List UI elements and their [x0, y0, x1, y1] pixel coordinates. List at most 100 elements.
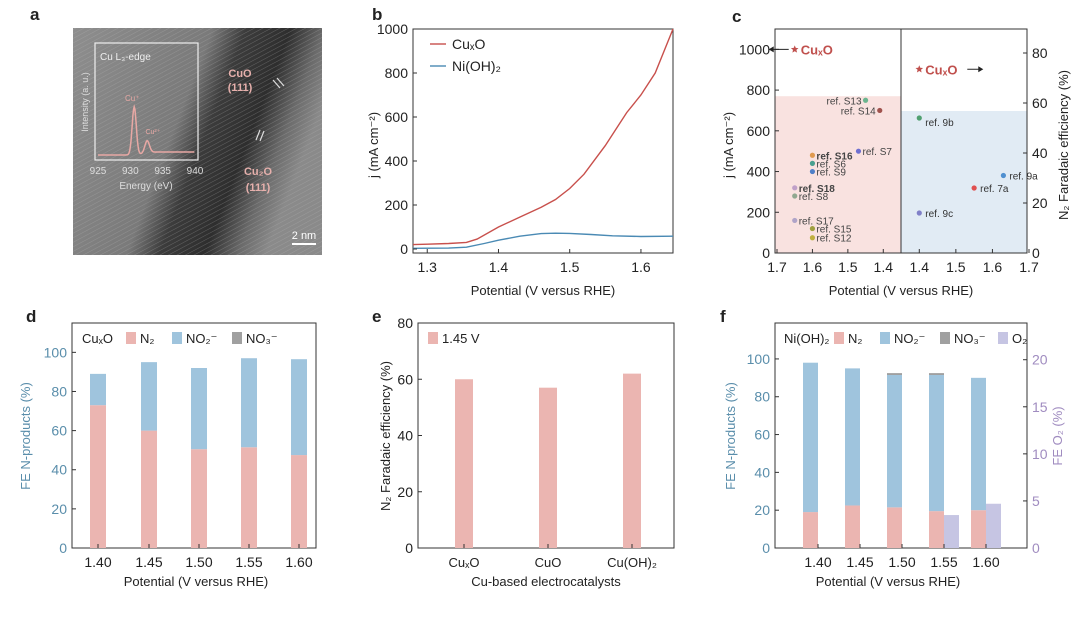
panel-f-chart: 1.40 1.45 1.50 1.55 1.60 0 20 40 60 80 100 0 5 10 15 20… [723, 322, 1065, 589]
x-tick-label: 1.60 [972, 554, 999, 570]
bar-segment [929, 373, 944, 375]
y-tick-label: 20 [754, 502, 770, 518]
y-tick-label: 0 [405, 540, 413, 556]
y-axis-label: FE N-products (%) [18, 382, 33, 490]
y-tick-label: 40 [397, 428, 413, 444]
y-tick-label: 0 [762, 540, 770, 556]
legend-swatch [940, 332, 950, 344]
bar-segment [90, 373, 106, 406]
x-tick-label: CuₓO [449, 555, 480, 570]
bar-segment [803, 362, 818, 513]
bar-segment [887, 374, 902, 508]
point-label: ref. S8 [799, 192, 829, 203]
legend-swatch [232, 332, 242, 344]
y-tick-label: 40 [51, 462, 67, 478]
bar-segment [141, 362, 157, 431]
y-tick-label: 100 [747, 351, 771, 367]
y-tick-label: 1000 [377, 21, 408, 37]
star-marker [790, 45, 799, 53]
bar [455, 379, 473, 548]
legend-label: 1.45 V [442, 331, 480, 346]
data-point [862, 97, 869, 103]
y-tick-label: 80 [754, 389, 770, 405]
point-label: ref. S15 [816, 225, 851, 236]
point-label: ref. S6 [816, 159, 846, 170]
point-label: ref. S7 [862, 147, 892, 158]
y-tick-label: 200 [747, 204, 771, 220]
y-tick-label: 1000 [739, 41, 770, 57]
legend-label: O₂ [1012, 331, 1027, 346]
data-point [916, 210, 922, 216]
y-tick-label: 10 [1032, 446, 1048, 462]
legend-swatch [172, 332, 182, 344]
panel-label-e: e [372, 307, 381, 326]
legend-swatch [998, 332, 1008, 344]
data-point [809, 152, 816, 158]
arrow-right-head [978, 66, 984, 73]
x-axis-label: Cu-based electrocatalysts [471, 574, 621, 589]
bar-segment [241, 447, 257, 548]
x-tick-label: 1.5 [560, 259, 580, 275]
y-axis-label-left: FE N-products (%) [723, 382, 738, 490]
shaded-region-right [901, 111, 1027, 253]
y-tick-label: 60 [1032, 95, 1048, 111]
x-tick-label: 1.7 [767, 259, 787, 275]
panel-c-chart: 1.7 1.6 1.5 1.4 1.4 1.5 1.6 1.70200400600800100… [721, 28, 1071, 298]
inset-x-tick: 925 [90, 166, 107, 177]
y-tick-label: 20 [51, 501, 67, 517]
y-tick-label: 600 [747, 123, 771, 139]
inset-x-tick: 935 [154, 166, 171, 177]
phase-label-cuo: CuO [228, 68, 252, 80]
panel-e-chart: CuₓO CuO Cu(OH)₂ 0 20 40 60 80 1.45 V Cu-based el… [378, 315, 675, 589]
data-point [809, 235, 816, 241]
bar-segment [845, 368, 860, 506]
bar-segment [291, 359, 307, 456]
point-label: ref. S9 [816, 168, 846, 179]
bar [623, 373, 641, 548]
y-tick-label: 0 [400, 241, 408, 257]
y-tick-label: 80 [397, 315, 413, 331]
inset-y-label: Intensity (a. u.) [80, 72, 90, 132]
y-tick-label: 200 [385, 197, 409, 213]
shaded-region-left [775, 96, 901, 253]
bar-segment [887, 373, 902, 375]
x-tick-label: 1.6 [983, 259, 1003, 275]
bar [539, 387, 557, 548]
bar-segment [971, 510, 986, 548]
point-label: ref. 9c [925, 209, 953, 220]
x-tick-label: 1.50 [888, 554, 915, 570]
data-point [809, 160, 816, 166]
y-tick-label: 20 [1032, 352, 1048, 368]
point-label: ref. S14 [841, 106, 876, 117]
y-tick-label: 800 [747, 82, 771, 98]
star-marker [915, 65, 924, 73]
plot-frame [412, 28, 674, 254]
inset-x-tick: 930 [122, 166, 139, 177]
x-tick-label: 1.6 [631, 259, 651, 275]
x-tick-label: 1.4 [910, 259, 930, 275]
data-point [855, 148, 862, 154]
y-axis-label: N₂ Faradaic efficiency (%) [378, 361, 393, 511]
panel-d-chart: 1.40 1.45 1.50 1.55 1.60 0 20 40 60 80 100 CuₓO N₂ NO… [18, 322, 317, 589]
point-label: ref. S16 [816, 151, 853, 162]
y-axis-label-right: FE O₂ (%) [1050, 406, 1065, 465]
bar-segment [929, 374, 944, 512]
legend-swatch [834, 332, 844, 344]
y-axis-label-left: j (mA cm⁻²) [721, 112, 736, 179]
y-tick-label: 0 [1032, 245, 1040, 261]
y-tick-label: 40 [754, 464, 770, 480]
bar-segment [141, 430, 157, 548]
y-tick-label: 60 [754, 427, 770, 443]
legend-label: NO₂⁻ [894, 331, 925, 346]
scale-bar-label: 2 nm [292, 230, 316, 242]
data-point [792, 185, 798, 191]
legend-swatch [126, 332, 136, 344]
legend-label: Ni(OH)₂ [452, 58, 501, 74]
data-point [916, 115, 922, 121]
point-label: ref. 7a [980, 184, 1009, 195]
panel-label-f: f [720, 307, 726, 326]
x-tick-label: 1.4 [489, 259, 509, 275]
legend-label: NO₃⁻ [954, 331, 986, 346]
y-tick-label: 5 [1032, 493, 1040, 509]
x-tick-label: 1.5 [946, 259, 966, 275]
